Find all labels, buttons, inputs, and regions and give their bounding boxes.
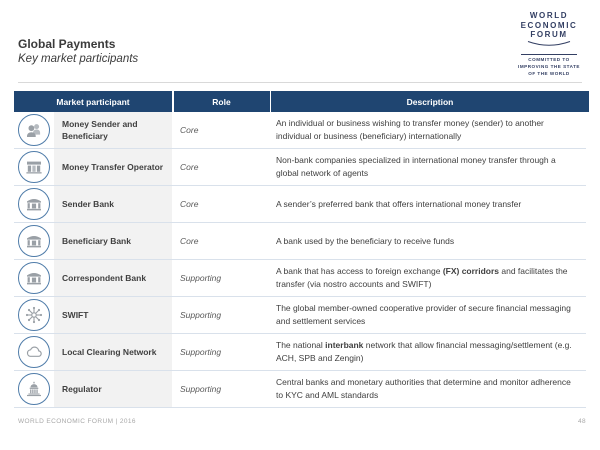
column-header-role: Role — [173, 91, 270, 112]
table-row: Sender Bank Core A sender’s preferred bank… — [14, 186, 586, 223]
participant-description: Non-bank companies specialized in intern… — [276, 155, 556, 178]
column-header-description: Description — [271, 91, 589, 112]
participant-icon-cell — [14, 371, 54, 407]
participant-name: Money Sender and Beneficiary — [54, 112, 172, 148]
participant-description: The national interbank network that allo… — [276, 340, 572, 363]
participant-description: A bank that has access to foreign exchan… — [276, 266, 568, 289]
table-row: Correspondent Bank Supporting A bank that … — [14, 260, 586, 297]
network-hub-icon — [18, 299, 50, 331]
participant-description: A bank used by the beneficiary to receiv… — [276, 235, 455, 246]
participant-description: Central banks and monetary authorities t… — [276, 377, 571, 400]
logo-tagline-2: IMPROVING THE STATE — [518, 63, 580, 69]
participant-description: A sender’s preferred bank that offers in… — [276, 198, 522, 209]
participant-icon-cell — [14, 334, 54, 370]
participant-role: Core — [180, 162, 199, 172]
logo-line-1: WORLD — [529, 11, 569, 20]
wef-logo: WORLD ECONOMIC FORUM COMMITTED TO IMPROV… — [512, 11, 586, 77]
table-row: Money Sender and Beneficiary Core An indiv… — [14, 112, 586, 149]
participant-description: The global member-owned cooperative prov… — [276, 303, 571, 326]
page-title: Global Payments — [18, 37, 116, 51]
table-row: Local Clearing Network Supporting The nati… — [14, 334, 586, 371]
participant-icon-cell — [14, 186, 54, 222]
table-body: Money Sender and Beneficiary Core An indiv… — [14, 112, 586, 408]
participant-icon-cell — [14, 260, 54, 296]
participant-icon-cell — [14, 149, 54, 185]
participant-icon-cell — [14, 223, 54, 259]
bank-icon — [18, 188, 50, 220]
header-divider — [18, 82, 582, 83]
participant-name: SWIFT — [54, 297, 172, 333]
participant-role: Core — [180, 125, 199, 135]
table-row: SWIFT Supporting The global member-owned c… — [14, 297, 586, 334]
table-header-row: Market participant Role Description — [14, 91, 589, 112]
slide-header: Global Payments Key market participants — [18, 37, 138, 67]
page-subtitle: Key market participants — [18, 53, 139, 65]
participant-role: Supporting — [180, 347, 222, 357]
cloud-icon — [18, 336, 50, 368]
logo-tagline-3: OF THE WORLD — [528, 70, 570, 76]
logo-tagline-1: COMMITTED TO — [528, 56, 570, 62]
participant-name: Beneficiary Bank — [54, 223, 172, 259]
people-icon — [18, 114, 50, 146]
logo-swoosh-icon — [527, 40, 571, 46]
bank-icon — [18, 225, 50, 257]
bank-icon — [18, 262, 50, 294]
participant-role: Supporting — [180, 384, 222, 394]
footer-source-text: WORLD ECONOMIC FORUM | 2016 — [18, 418, 136, 425]
participant-name: Local Clearing Network — [54, 334, 172, 370]
participant-role: Core — [180, 236, 199, 246]
column-header-participant: Market participant — [14, 91, 172, 112]
government-building-icon — [18, 373, 50, 405]
participant-name: Sender Bank — [54, 186, 172, 222]
participant-role: Core — [180, 199, 199, 209]
participant-role: Supporting — [180, 273, 222, 283]
logo-divider — [521, 53, 577, 55]
storefront-icon — [18, 151, 50, 183]
participant-icon-cell — [14, 112, 54, 148]
table-row: Money Transfer Operator Core Non-bank comp… — [14, 149, 586, 186]
page-number: 48 — [577, 418, 586, 425]
participant-description: An individual or business wishing to tra… — [276, 118, 544, 141]
participants-table: Market participant Role Description Mone… — [14, 91, 589, 408]
participant-role: Supporting — [180, 310, 222, 320]
slide-footer: WORLD ECONOMIC FORUM | 2016 48 — [18, 418, 586, 425]
participant-name: Correspondent Bank — [54, 260, 172, 296]
table-row: Beneficiary Bank Core A bank used by the b… — [14, 223, 586, 260]
participant-icon-cell — [14, 297, 54, 333]
participant-name: Regulator — [54, 371, 172, 407]
table-row: Regulator Supporting Central banks and mon… — [14, 371, 586, 408]
logo-line-2: ECONOMIC — [520, 20, 578, 30]
participant-name: Money Transfer Operator — [54, 149, 172, 185]
logo-line-3: FORUM — [530, 30, 568, 40]
